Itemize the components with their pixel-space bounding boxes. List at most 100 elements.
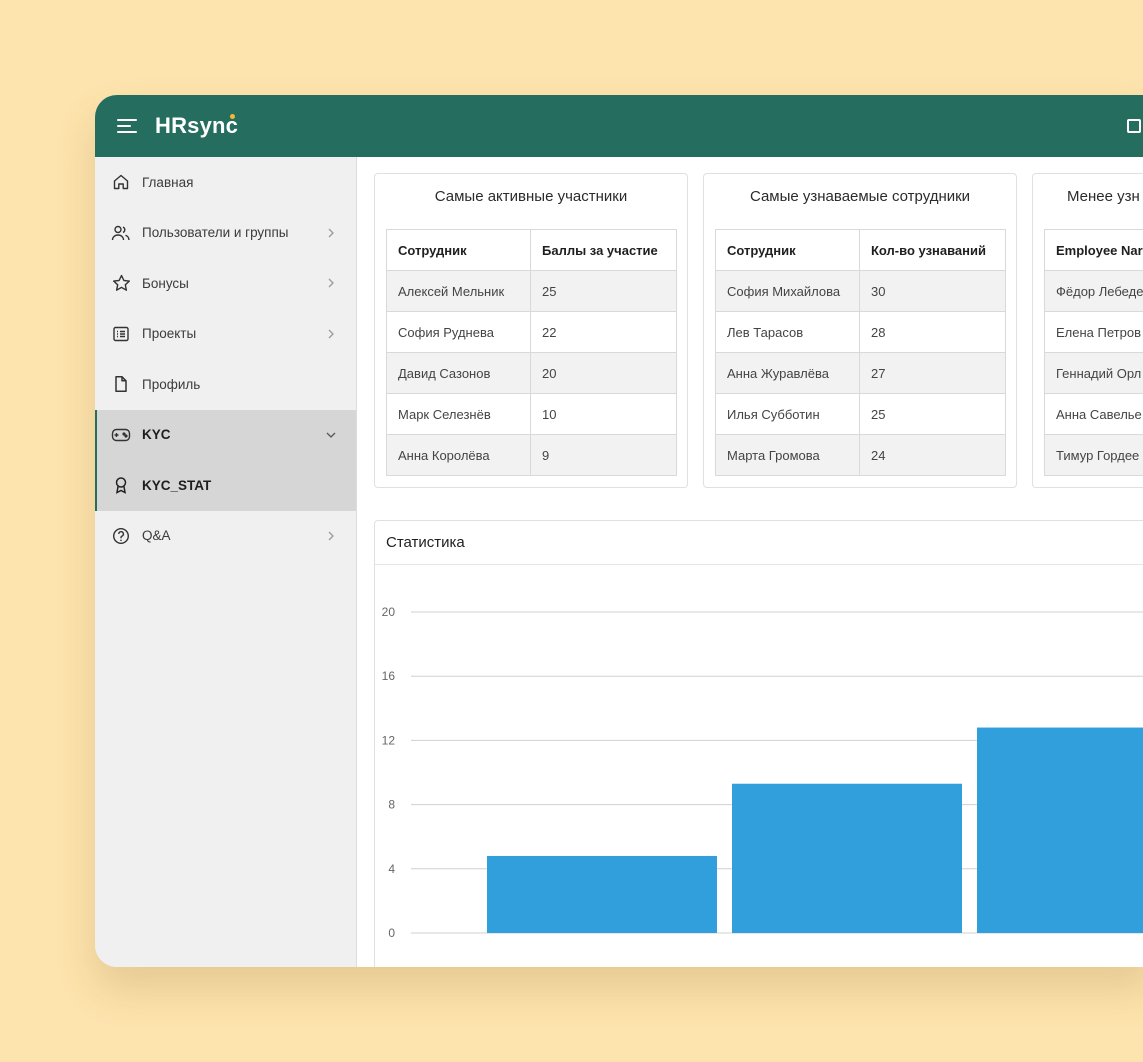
statistics-chart: 0 4 8 12 16 20 [382, 605, 1143, 940]
table-row[interactable]: Фёдор Лебеде [1044, 270, 1143, 312]
table-row[interactable]: Давид Сазонов 20 [386, 352, 677, 394]
table-row[interactable]: Марк Селезнёв 10 [386, 393, 677, 435]
table-cell: 24 [859, 434, 1006, 476]
table-most-recognized: Сотрудник Кол-во узнаваний София Михайло… [715, 229, 1006, 476]
table-cell: Давид Сазонов [386, 352, 531, 394]
main-content: Самые активные участники Сотрудник Баллы… [357, 157, 1143, 967]
card-title: Самые узнаваемые сотрудники [749, 188, 971, 205]
table-cell: Анна Савелье [1044, 393, 1143, 435]
table-cell: Марта Громова [715, 434, 860, 476]
sidebar-item-home[interactable]: Главная [95, 157, 356, 208]
y-tick-label: 8 [388, 798, 395, 812]
logo-dot [230, 114, 235, 119]
column-header[interactable]: Сотрудник [715, 229, 860, 271]
star-icon [111, 273, 131, 293]
table-cell: 10 [530, 393, 677, 435]
table-cell: Лев Тарасов [715, 311, 860, 353]
table-row[interactable]: София Руднева 22 [386, 311, 677, 353]
table-cell: Тимур Гордее [1044, 434, 1143, 476]
table-cell: 22 [530, 311, 677, 353]
sidebar-item-qa[interactable]: Q&A [95, 511, 356, 562]
table-cell: Алексей Мельник [386, 270, 531, 312]
table-cell: Фёдор Лебеде [1044, 270, 1143, 312]
sidebar-item-label: Профиль [142, 376, 201, 392]
y-tick-label: 16 [382, 669, 396, 683]
sidebar-item-users[interactable]: Пользователи и группы [95, 208, 356, 259]
table-cell: Анна Журавлёва [715, 352, 860, 394]
sidebar-item-label: Пользователи и группы [142, 225, 289, 241]
table-cell: 27 [859, 352, 1006, 394]
statistics-title: Статистика [375, 521, 1143, 565]
chevron-right-icon [328, 531, 334, 540]
y-tick-label: 4 [388, 862, 395, 876]
sidebar-item-label: Главная [142, 174, 194, 190]
sidebar-item-label: KYC_STAT [142, 477, 212, 493]
app-window: HRsync Главная Пользователи и группы Бон… [95, 95, 1143, 967]
sidebar-item-label: Проекты [142, 326, 197, 342]
y-tick-label: 0 [388, 926, 395, 940]
table-most-active: Сотрудник Баллы за участие Алексей Мельн… [386, 229, 677, 476]
table-row[interactable]: Илья Субботин 25 [715, 393, 1006, 435]
sidebar-item-label: KYC [142, 427, 171, 443]
table-cell: Анна Королёва [386, 434, 531, 476]
sidebar-item-label: Q&A [142, 528, 171, 544]
table-cell: Марк Селезнёв [386, 393, 531, 435]
card-title: Менее узн [1067, 188, 1140, 205]
award-icon [111, 475, 131, 495]
card-most-active: Самые активные участники Сотрудник Баллы… [374, 173, 688, 488]
sidebar-item-label: Бонусы [142, 275, 189, 291]
card-title: Самые активные участники [434, 188, 628, 205]
brand-name: HRsync [155, 113, 239, 138]
table-row[interactable]: Анна Журавлёва 27 [715, 352, 1006, 394]
table-row[interactable]: Алексей Мельник 25 [386, 270, 677, 312]
table-row[interactable]: София Михайлова 30 [715, 270, 1006, 312]
table-row[interactable]: Лев Тарасов 28 [715, 311, 1006, 353]
table-cell: 9 [530, 434, 677, 476]
list-icon [111, 324, 131, 344]
table-cell: 30 [859, 270, 1006, 312]
column-header[interactable]: Сотрудник [386, 229, 531, 271]
table-row[interactable]: Тимур Гордее [1044, 434, 1143, 476]
statistics-panel: Статистика 0 4 8 12 16 20 [374, 520, 1143, 967]
chart-bar[interactable] [487, 855, 717, 933]
table-row[interactable]: Марта Громова 24 [715, 434, 1006, 476]
chevron-right-icon [328, 329, 334, 338]
column-header[interactable]: Кол-во узнаваний [859, 229, 1006, 271]
home-icon [111, 172, 131, 192]
table-cell: София Михайлова [715, 270, 860, 312]
chart-bar[interactable] [977, 727, 1143, 933]
table-row[interactable]: Анна Савелье [1044, 393, 1143, 435]
table-cell: Геннадий Орл [1044, 352, 1143, 394]
chevron-down-icon [326, 432, 336, 438]
column-header[interactable]: Баллы за участие [530, 229, 677, 271]
table-cell: Илья Субботин [715, 393, 860, 435]
table-cell: 25 [530, 270, 677, 312]
menu-icon[interactable] [117, 117, 137, 135]
table-row[interactable]: Елена Петров [1044, 311, 1143, 353]
table-row[interactable]: Геннадий Орл [1044, 352, 1143, 394]
table-cell: Елена Петров [1044, 311, 1143, 353]
file-icon [111, 374, 131, 394]
table-row[interactable]: Анна Королёва 9 [386, 434, 677, 476]
sidebar-item-kyc[interactable]: KYC [95, 409, 356, 460]
table-cell: 25 [859, 393, 1006, 435]
column-header[interactable]: Employee Nar [1044, 229, 1143, 271]
table-least-recognized: Employee Nar Фёдор Лебеде Елена Петров Г… [1044, 229, 1143, 476]
table-cell: София Руднева [386, 311, 531, 353]
y-tick-label: 20 [382, 605, 396, 619]
users-icon [111, 223, 131, 243]
sidebar-item-profile[interactable]: Профиль [95, 359, 356, 410]
card-most-recognized: Самые узнаваемые сотрудники Сотрудник Ко… [703, 173, 1017, 488]
sidebar: Главная Пользователи и группы Бонусы Про… [95, 157, 357, 967]
top-bar: HRsync [95, 95, 1143, 157]
profile-card-icon[interactable] [1127, 119, 1141, 133]
card-least-recognized: Менее узн Employee Nar Фёдор Лебеде Елен… [1032, 173, 1143, 488]
sidebar-item-bonuses[interactable]: Бонусы [95, 258, 356, 309]
table-cell: 28 [859, 311, 1006, 353]
sidebar-item-kyc-stat[interactable]: KYC_STAT [95, 460, 356, 511]
sidebar-item-projects[interactable]: Проекты [95, 309, 356, 360]
chart-bar[interactable] [732, 783, 962, 933]
help-icon [111, 526, 131, 546]
brand-logo[interactable]: HRsync [155, 113, 238, 139]
table-cell: 20 [530, 352, 677, 394]
